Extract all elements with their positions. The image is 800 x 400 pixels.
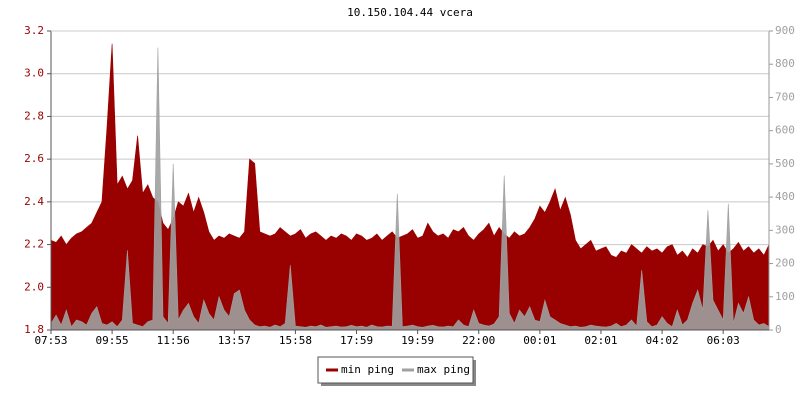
x-tick-label: 09:55 [96, 334, 129, 347]
x-tick-label: 06:03 [707, 334, 740, 347]
chart-title: 10.150.104.44 vcera [347, 6, 473, 19]
legend-items: min ping max ping [326, 363, 470, 376]
x-tick-label: 04:02 [646, 334, 679, 347]
legend [317, 356, 474, 384]
legend-label: min ping [341, 363, 394, 376]
y2-tick-label: 600 [775, 124, 795, 137]
legend-label: max ping [417, 363, 470, 376]
area [50, 47, 770, 331]
y2-tick-label: 100 [775, 290, 795, 303]
y2-tick-label: 500 [775, 157, 795, 170]
plot: 1.8 2.0 2.2 2.4 2.6 2.8 3.0 3.2 0 100 200 300 400 500… [24, 24, 795, 347]
y-tick-label: 2.2 [24, 238, 44, 251]
x-tick-label: 11:56 [157, 334, 190, 347]
y-tick-label: 3.2 [24, 24, 44, 37]
x-tick-label: 13:57 [218, 334, 251, 347]
x-tick-label: 15:58 [279, 334, 312, 347]
y-tick-label: 1.8 [24, 323, 44, 336]
area [50, 43, 770, 331]
y-tick-label: 2.0 [24, 280, 44, 293]
x-tick-label: 02:01 [584, 334, 617, 347]
y2-tick-label: 300 [775, 223, 795, 236]
y-tick-label: 2.4 [24, 195, 44, 208]
y2-tick-label: 0 [775, 323, 782, 336]
y2-tick-label: 700 [775, 90, 795, 103]
y2-tick-label: 400 [775, 190, 795, 203]
y2-tick-label: 900 [775, 24, 795, 37]
x-tick-label: 07:53 [34, 334, 67, 347]
y-tick-label: 2.6 [24, 152, 44, 165]
x-tick-label: 17:59 [340, 334, 373, 347]
y-tick-label: 3.0 [24, 67, 44, 80]
y-tick-label: 2.8 [24, 109, 44, 122]
y2-tick-label: 200 [775, 257, 795, 270]
x-tick-label: 22:00 [462, 334, 495, 347]
x-tick-label: 00:01 [523, 334, 556, 347]
x-tick-label: 19:59 [401, 334, 434, 347]
y2-tick-label: 800 [775, 57, 795, 70]
